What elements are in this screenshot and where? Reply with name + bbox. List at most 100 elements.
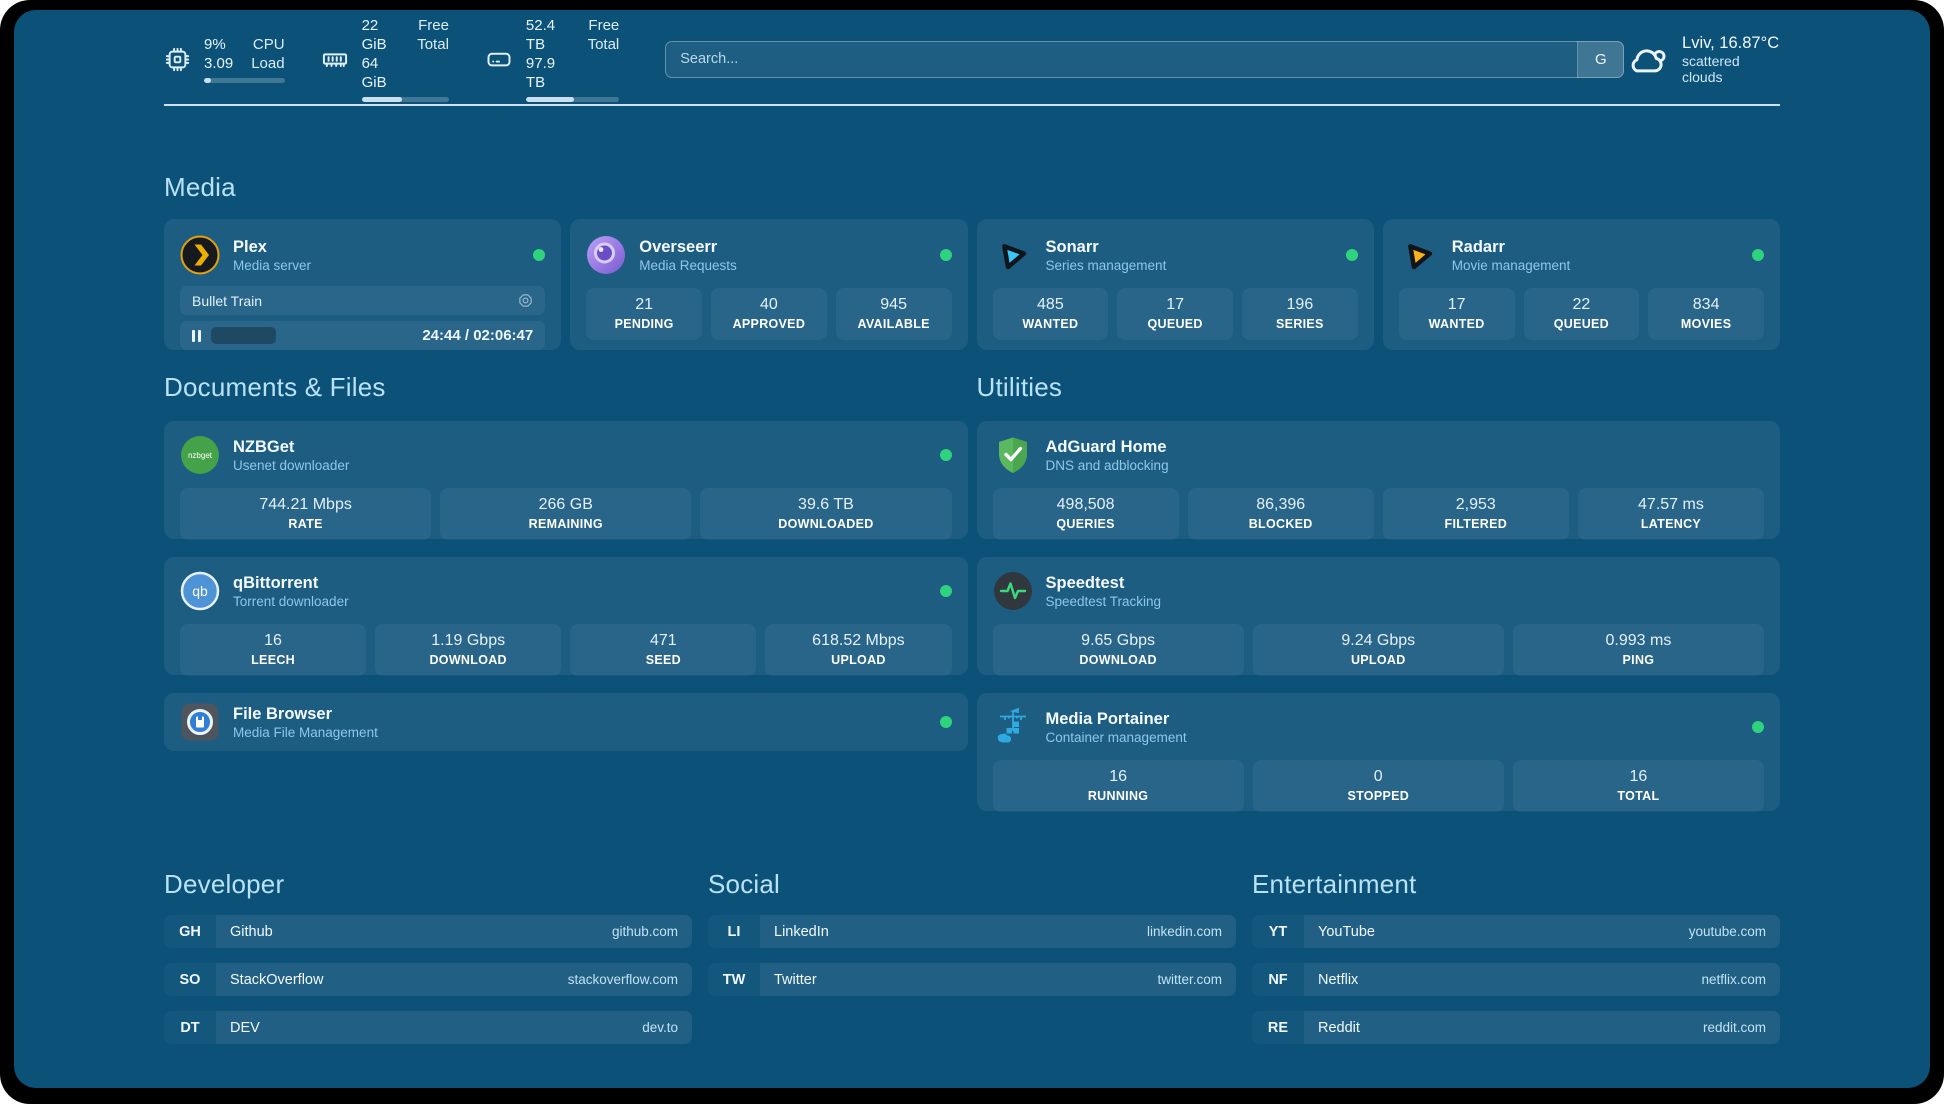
app-name: AdGuard Home — [1045, 437, 1167, 456]
bookmark-url: youtube.com — [1688, 924, 1766, 939]
qbittorrent-icon: qb — [180, 571, 220, 611]
cpu-progress-bar — [204, 78, 285, 83]
disk-total-label: Total — [587, 36, 620, 53]
bookmark-url: linkedin.com — [1146, 924, 1222, 939]
app-name: NZBGet — [233, 437, 295, 456]
documents-column: Documents & Files nzbget NZBGet Usenet d… — [164, 372, 968, 811]
bookmark-abbr: GH — [164, 915, 216, 948]
app-card-sonarr[interactable]: Sonarr Series management 485 WANTED 17 Q… — [976, 219, 1374, 350]
stat-tile: 0 STOPPED — [1252, 760, 1504, 812]
seek-progress[interactable] — [211, 327, 276, 344]
settings-icon[interactable] — [518, 293, 533, 308]
stat-tile: 86,396 BLOCKED — [1187, 488, 1374, 540]
header: 9% 3.09 CPU Load — [164, 17, 1780, 102]
app-card-radarr[interactable]: Radarr Movie management 17 WANTED 22 QUE… — [1382, 219, 1780, 350]
app-subtitle: Media Requests — [639, 257, 737, 273]
disk-free-value: 52.4 TB — [525, 17, 556, 53]
app-name: File Browser — [233, 704, 333, 723]
disk-stat: 52.4 TB 97.9 TB Free Total — [485, 16, 620, 102]
bookmark-name: DEV — [230, 1019, 260, 1036]
stat-tile: 16 TOTAL — [1512, 760, 1765, 812]
stat-tile: 16 RUNNING — [992, 760, 1244, 812]
stat-tile: 22 QUEUED — [1523, 288, 1640, 340]
stat-tile: 2,953 FILTERED — [1382, 488, 1569, 540]
stat-tile: 744.21 Mbps RATE — [180, 488, 432, 540]
memory-stat: 22 GiB 64 GiB Free Total — [321, 16, 449, 102]
search-bar: G — [665, 40, 1624, 78]
bookmark-dev[interactable]: DT DEV dev.to — [164, 1011, 692, 1044]
svg-text:nzbget: nzbget — [188, 451, 213, 460]
app-card-filebrowser[interactable]: File Browser Media File Management — [164, 693, 968, 751]
bookmark-abbr: YT — [1252, 915, 1304, 948]
bookmark-name: LinkedIn — [774, 923, 829, 940]
search-engine-button[interactable]: G — [1576, 40, 1624, 78]
playback-time: 24:44 / 02:06:47 — [422, 327, 534, 344]
stat-tile: 266 GB REMAINING — [440, 488, 692, 540]
app-name: Radarr — [1451, 237, 1505, 256]
playback-progress-row[interactable]: 24:44 / 02:06:47 — [180, 321, 546, 350]
app-subtitle: Series management — [1045, 257, 1167, 273]
stat-tile: 618.52 Mbps UPLOAD — [765, 624, 952, 676]
stat-tile: 196 SERIES — [1242, 288, 1358, 340]
bookmark-name: StackOverflow — [230, 971, 324, 988]
bookmark-abbr: LI — [708, 915, 760, 948]
app-subtitle: DNS and adblocking — [1045, 457, 1169, 473]
bookmark-url: twitter.com — [1157, 972, 1222, 987]
app-card-qbittorrent[interactable]: qb qBittorrent Torrent downloader 16 LEE… — [164, 557, 968, 676]
filebrowser-icon — [181, 703, 219, 741]
section-title-developer: Developer — [164, 869, 285, 899]
weather-widget[interactable]: Lviv, 16.87°C scattered clouds — [1624, 34, 1780, 85]
section-title-social: Social — [708, 869, 781, 899]
cloud-icon — [1631, 49, 1666, 73]
app-name: Sonarr — [1045, 237, 1099, 256]
bookmark-name: Netflix — [1318, 971, 1359, 988]
cpu-usage-label: CPU — [252, 36, 285, 53]
bookmark-linkedin[interactable]: LI LinkedIn linkedin.com — [708, 915, 1236, 948]
app-subtitle: Speedtest Tracking — [1045, 593, 1162, 609]
status-dot — [533, 249, 546, 261]
app-card-overseerr[interactable]: Overseerr Media Requests 21 PENDING 40 A… — [570, 219, 968, 350]
ram-icon — [322, 53, 347, 67]
plex-icon — [180, 235, 220, 275]
app-name: Plex — [233, 237, 267, 256]
app-name: qBittorrent — [233, 573, 319, 592]
bookmark-twitter[interactable]: TW Twitter twitter.com — [708, 963, 1236, 996]
system-stats: 9% 3.09 CPU Load — [164, 16, 620, 102]
app-card-adguard[interactable]: AdGuard Home DNS and adblocking 498,508 … — [976, 421, 1780, 540]
app-card-portainer[interactable]: Media Portainer Container management 16 … — [976, 693, 1780, 812]
bookmark-youtube[interactable]: YT YouTube youtube.com — [1252, 915, 1780, 948]
cpu-icon — [165, 47, 190, 71]
media-card-row: Plex Media server Bullet Train 24:44 / 0… — [164, 219, 1780, 350]
bookmark-abbr: NF — [1252, 963, 1304, 996]
bookmark-name: Reddit — [1318, 1019, 1360, 1036]
bookmark-netflix[interactable]: NF Netflix netflix.com — [1252, 963, 1780, 996]
overseerr-icon — [587, 236, 626, 274]
disk-free-label: Free — [588, 17, 620, 34]
app-card-speedtest[interactable]: Speedtest Speedtest Tracking 9.65 Gbps D… — [976, 557, 1780, 676]
pause-icon[interactable] — [192, 329, 201, 342]
status-dot — [939, 249, 952, 261]
search-input[interactable] — [665, 40, 1624, 78]
stat-tile: 39.6 TB DOWNLOADED — [700, 488, 952, 540]
stat-tile: 21 PENDING — [586, 288, 702, 340]
stat-tile: 40 APPROVED — [711, 288, 827, 340]
svg-text:qb: qb — [192, 583, 208, 599]
ram-total-value: 64 GiB — [361, 55, 387, 91]
bookmark-name: Github — [230, 923, 273, 940]
radarr-icon — [1407, 244, 1432, 270]
bookmark-github[interactable]: GH Github github.com — [164, 915, 692, 948]
status-dot — [1345, 249, 1358, 261]
stat-tile: 834 MOVIES — [1648, 288, 1764, 340]
bookmark-reddit[interactable]: RE Reddit reddit.com — [1252, 1011, 1780, 1044]
app-card-nzbget[interactable]: nzbget NZBGet Usenet downloader 744.21 M… — [164, 421, 968, 540]
cpu-usage-value: 9% — [204, 36, 226, 53]
app-card-plex[interactable]: Plex Media server Bullet Train 24:44 / 0… — [164, 219, 562, 350]
ram-free-label: Free — [418, 17, 449, 34]
now-playing-title: Bullet Train — [192, 292, 263, 309]
section-title-documents: Documents & Files — [164, 372, 386, 402]
nzbget-icon: nzbget — [181, 436, 219, 474]
bookmark-stackoverflow[interactable]: SO StackOverflow stackoverflow.com — [164, 963, 692, 996]
now-playing-row[interactable]: Bullet Train — [180, 286, 546, 315]
ram-progress-bar — [361, 97, 449, 102]
